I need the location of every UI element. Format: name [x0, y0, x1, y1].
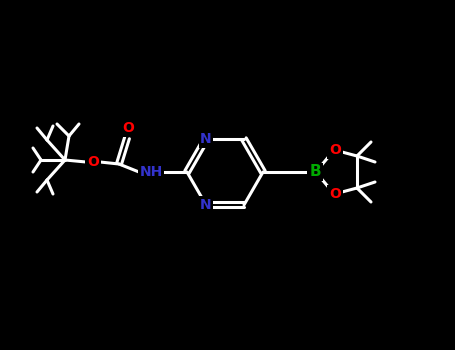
Text: NH: NH	[139, 165, 162, 179]
Text: O: O	[122, 121, 134, 135]
Text: O: O	[329, 187, 341, 201]
Text: N: N	[200, 132, 212, 146]
Text: N: N	[200, 198, 212, 212]
Text: O: O	[329, 143, 341, 157]
Text: B: B	[309, 164, 321, 180]
Text: O: O	[87, 155, 99, 169]
